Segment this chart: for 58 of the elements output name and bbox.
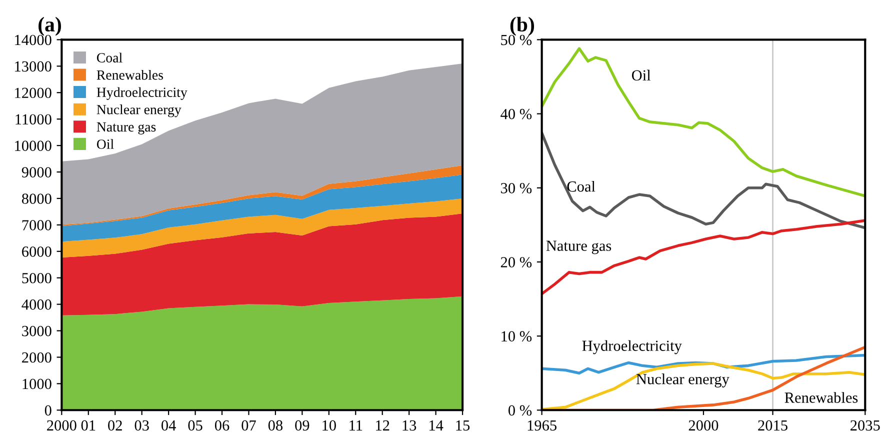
- x-tick-label: 2035: [850, 420, 880, 431]
- y-tick-label: 7000: [22, 220, 52, 230]
- y-tick-label: 2000: [22, 352, 52, 363]
- chart-title: (a): [38, 16, 61, 36]
- y-tick-label: 0: [44, 405, 52, 416]
- y-tick-label: 12000: [15, 88, 52, 98]
- y-tick-label: 14000: [15, 34, 52, 46]
- series-label: Renewables: [784, 392, 858, 403]
- y-tick-label: 1000: [22, 378, 52, 390]
- series-label: Nature gas: [546, 240, 612, 254]
- x-tick-label: 12: [376, 420, 390, 430]
- legend-label: Renewables: [96, 70, 163, 80]
- legend-label: Coal: [96, 52, 122, 62]
- x-tick-label: 05: [188, 420, 202, 431]
- x-tick-label: 2000: [47, 420, 76, 431]
- line-series: [542, 47, 866, 198]
- x-tick-label: 10: [322, 420, 336, 431]
- y-tick-label: 13000: [15, 61, 52, 72]
- y-tick-label: 3000: [22, 326, 52, 336]
- legend-label: Nature gas: [96, 122, 156, 134]
- series-label: Hydroelectricity: [582, 340, 682, 354]
- y-tick-label: 10000: [15, 140, 52, 151]
- legend-label: Nuclear energy: [96, 104, 182, 118]
- y-tick-label: 40 %: [500, 108, 532, 120]
- y-tick-label: 8000: [22, 194, 52, 204]
- x-tick-label: 07: [242, 420, 256, 431]
- y-tick-label: 6000: [22, 246, 52, 257]
- x-tick-label: 13: [402, 420, 416, 431]
- legend-label: Hydroelectricity: [96, 87, 188, 100]
- y-tick-label: 0 %: [508, 405, 532, 416]
- x-tick-label: 11: [350, 420, 362, 430]
- x-tick-label: 01: [81, 420, 96, 431]
- x-tick-label: 14: [430, 420, 444, 430]
- y-tick-label: 5000: [22, 272, 52, 284]
- y-tick-label: 10 %: [502, 331, 532, 342]
- x-tick-label: 15: [456, 420, 470, 431]
- y-tick-label: 30 %: [501, 183, 532, 194]
- x-tick-label: 03: [134, 420, 149, 431]
- x-tick-label: 2015: [758, 420, 788, 431]
- x-tick-label: 04: [162, 420, 176, 431]
- x-tick-label: 2000: [688, 420, 718, 431]
- y-tick-label: 11000: [16, 114, 52, 125]
- chart-title: (b): [510, 16, 534, 36]
- x-tick-label: 06: [214, 420, 230, 431]
- y-tick-label: 4000: [22, 299, 52, 310]
- series-label: Coal: [567, 180, 596, 192]
- y-tick-label: 50 %: [501, 34, 532, 46]
- x-tick-label: 09: [295, 420, 310, 431]
- x-tick-label: 08: [268, 420, 283, 431]
- line-series: [542, 219, 866, 296]
- y-tick-label: 20 %: [500, 257, 532, 268]
- series-label: Oil: [632, 70, 651, 81]
- series-label: Nuclear energy: [636, 374, 730, 388]
- x-tick-label: 1965: [528, 420, 556, 431]
- line-series: [542, 132, 866, 230]
- x-tick-label: 02: [108, 420, 122, 431]
- legend-label: Oil: [96, 139, 114, 149]
- y-tick-label: 9000: [22, 167, 52, 178]
